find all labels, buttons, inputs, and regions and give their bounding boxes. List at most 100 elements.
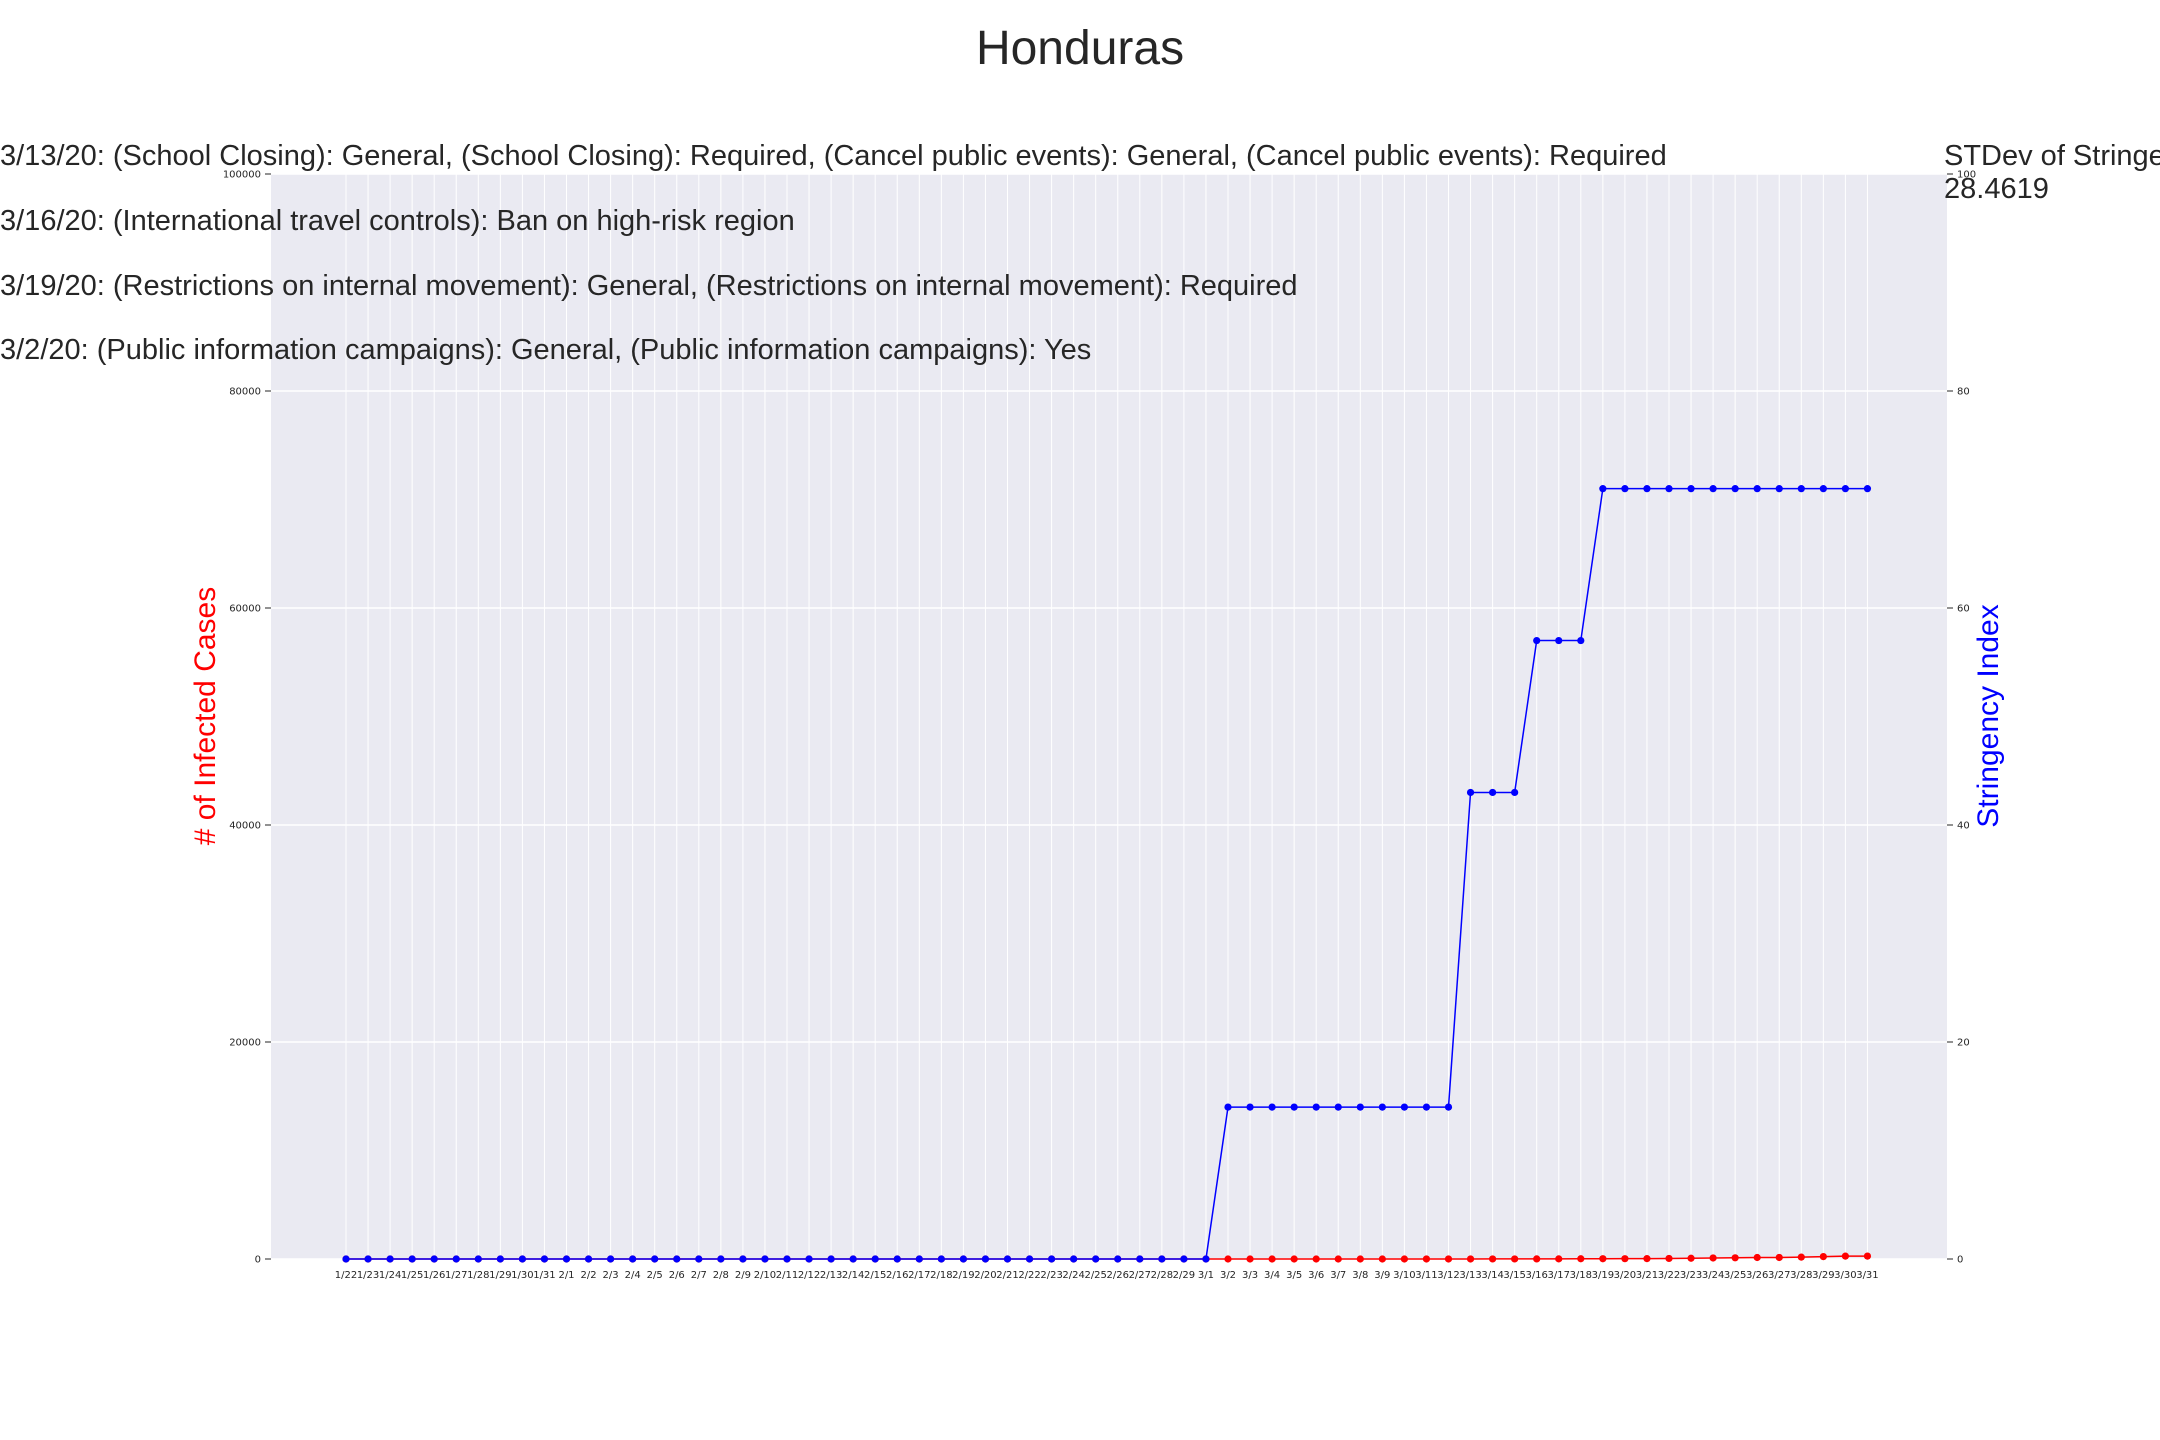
- stringency-point: [805, 1255, 813, 1263]
- stringency-point: [1841, 485, 1849, 493]
- stringency-point: [1378, 1103, 1386, 1111]
- stringency-point: [430, 1255, 438, 1263]
- xtick-label: 3/12: [1437, 1270, 1459, 1281]
- stringency-point: [1643, 485, 1651, 493]
- xtick-label: 2/27: [1129, 1270, 1151, 1281]
- xtick-label: 2/22: [1018, 1270, 1040, 1281]
- chart-title: Honduras: [976, 22, 1184, 75]
- left-axis: 0 20000 40000 60000 80000 100000: [223, 170, 271, 1266]
- cases-point: [1621, 1255, 1629, 1263]
- stringency-point: [1003, 1255, 1012, 1263]
- stringency-point: [452, 1255, 460, 1263]
- stringency-point: [496, 1255, 504, 1263]
- stringency-point: [651, 1255, 659, 1263]
- cases-point: [1665, 1254, 1673, 1263]
- stringency-point: [1158, 1255, 1166, 1263]
- stringency-point: [1025, 1255, 1034, 1263]
- cases-point: [1224, 1255, 1232, 1263]
- xtick-label: 3/24: [1702, 1270, 1724, 1281]
- stringency-point: [1400, 1103, 1408, 1111]
- xtick-label: 2/20: [974, 1270, 996, 1281]
- xtick-label: 2/19: [952, 1270, 974, 1281]
- xtick-label: 2/2: [581, 1270, 597, 1281]
- stdev-label: STDev of Stringency: [1944, 140, 2160, 172]
- xtick-label: 1/24: [379, 1270, 401, 1281]
- xtick-label: 1/28: [467, 1270, 489, 1281]
- cases-point: [1555, 1255, 1563, 1263]
- stringency-point: [629, 1255, 637, 1263]
- xtick-label: 2/29: [1173, 1270, 1195, 1281]
- cases-point: [1709, 1254, 1717, 1262]
- stringency-point: [1048, 1255, 1056, 1263]
- xtick-label: 2/21: [996, 1270, 1018, 1281]
- cases-point: [1511, 1255, 1519, 1263]
- xtick-label: 1/30: [511, 1270, 533, 1281]
- stringency-point: [1599, 485, 1607, 493]
- cases-point: [1687, 1254, 1695, 1262]
- xtick-label: 1/22: [335, 1270, 357, 1281]
- ytick-label-left: 80000: [229, 387, 261, 398]
- stringency-point: [1290, 1103, 1298, 1111]
- stringency-point: [1577, 636, 1585, 645]
- xtick-label: 1/27: [445, 1270, 467, 1281]
- xtick-label: 3/6: [1308, 1270, 1324, 1281]
- stringency-point: [1136, 1255, 1144, 1263]
- stringency-point: [1202, 1255, 1210, 1263]
- cases-point: [1378, 1255, 1386, 1263]
- plot-area: [271, 174, 1947, 1259]
- stringency-point: [1334, 1103, 1342, 1111]
- xtick-label: 3/20: [1614, 1270, 1636, 1281]
- stringency-point: [386, 1255, 394, 1263]
- xtick-label: 3/11: [1415, 1270, 1437, 1281]
- cases-point: [1466, 1255, 1475, 1263]
- grid: [271, 173, 1947, 1260]
- xtick-label: 3/25: [1724, 1270, 1746, 1281]
- stringency-point: [1114, 1255, 1122, 1263]
- xtick-label: 3/13: [1459, 1270, 1481, 1281]
- xtick-label: 3/31: [1856, 1270, 1878, 1281]
- stringency-point: [408, 1255, 416, 1263]
- stringency-point: [717, 1255, 725, 1263]
- xtick-label: 3/3: [1242, 1270, 1258, 1281]
- xtick-label: 3/30: [1834, 1270, 1856, 1281]
- annotation-2: 3/16/20: (International travel controls)…: [0, 205, 795, 237]
- xtick-label: 3/16: [1525, 1270, 1547, 1281]
- cases-point: [1356, 1255, 1364, 1263]
- stringency-point: [893, 1255, 901, 1263]
- xtick-label: 1/29: [489, 1270, 511, 1281]
- xtick-label: 3/27: [1768, 1270, 1790, 1281]
- stringency-point: [1863, 485, 1872, 493]
- xtick-label: 3/4: [1264, 1270, 1280, 1281]
- stringency-point: [1489, 788, 1497, 797]
- cases-point: [1643, 1255, 1651, 1263]
- xtick-label: 2/14: [842, 1270, 864, 1281]
- xtick-label: 2/9: [735, 1270, 751, 1281]
- stringency-point: [915, 1255, 923, 1263]
- stringency-point: [1665, 485, 1673, 493]
- xtick-label: 2/5: [647, 1270, 663, 1281]
- xtick-label: 3/22: [1658, 1270, 1680, 1281]
- xtick-label: 2/3: [603, 1270, 619, 1281]
- cases-point: [1422, 1255, 1431, 1263]
- stringency-point: [1797, 485, 1805, 493]
- stringency-point: [1709, 485, 1717, 493]
- stringency-point: [871, 1255, 879, 1263]
- stringency-point: [981, 1255, 990, 1263]
- xtick-label: 3/21: [1636, 1270, 1658, 1281]
- ytick-label-left: 20000: [229, 1038, 261, 1049]
- xtick-label: 3/2: [1220, 1270, 1236, 1281]
- x-axis: 1/22 1/23 1/24 1/25 1/26 1/27 1/28 1/29 1/30 1/31…: [335, 1270, 1879, 1281]
- xtick-label: 2/28: [1151, 1270, 1173, 1281]
- xtick-label: 3/17: [1548, 1270, 1570, 1281]
- cases-point: [1290, 1255, 1298, 1263]
- xtick-label: 2/1: [558, 1270, 574, 1281]
- cases-point: [1489, 1255, 1497, 1263]
- cases-point: [1577, 1255, 1585, 1263]
- xtick-label: 3/9: [1374, 1270, 1390, 1281]
- cases-point: [1775, 1253, 1783, 1262]
- annotation-3: 3/19/20: (Restrictions on internal movem…: [0, 270, 1298, 302]
- xtick-label: 3/23: [1680, 1270, 1702, 1281]
- series-points: [342, 485, 1872, 1263]
- ytick-label-right: 100: [1957, 170, 1976, 181]
- ytick-label-left: 60000: [229, 604, 261, 615]
